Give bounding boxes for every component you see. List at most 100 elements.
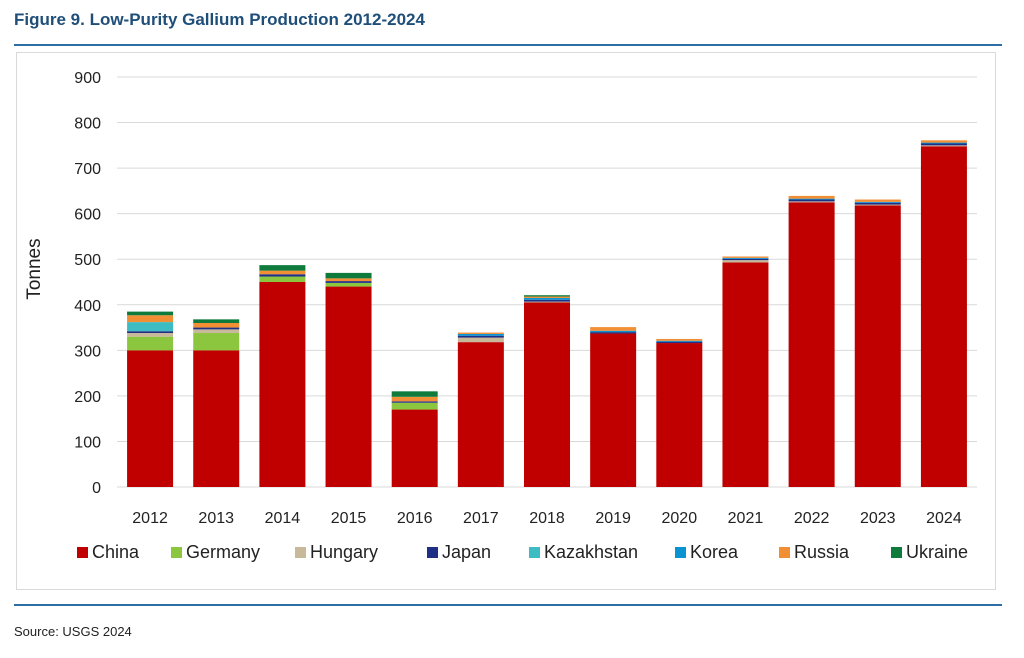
x-tick-label: 2016 xyxy=(397,510,433,527)
bar-segment-ukraine xyxy=(524,295,570,297)
y-tick-label: 200 xyxy=(74,389,101,406)
bar-segment-japan xyxy=(722,258,769,261)
bar-segment-china xyxy=(259,282,306,487)
y-tick-label: 700 xyxy=(74,161,101,178)
x-tick-label: 2014 xyxy=(265,510,301,527)
y-tick-label: 900 xyxy=(74,70,101,87)
legend-label-hungary: Hungary xyxy=(310,542,378,562)
chart-frame: 0 100 200 300 400 500 600 700 800 900 Tonnes 2012… xyxy=(16,52,996,590)
bar-segment-china xyxy=(193,350,240,487)
bar-segment-russia xyxy=(920,140,967,143)
bar-segment-ukraine xyxy=(193,319,240,323)
bar-segment-russia xyxy=(127,315,174,323)
legend: China Germany Hungary Japan Kazakhstan Korea R… xyxy=(77,542,968,562)
bar-segment-hungary xyxy=(127,333,174,337)
bar-segment-korea xyxy=(590,330,637,333)
x-tick-label: 2017 xyxy=(463,510,499,527)
bar-segment-japan xyxy=(259,274,306,277)
legend-label-japan: Japan xyxy=(442,542,491,562)
bar-segment-china xyxy=(524,302,570,487)
bar-segment-russia xyxy=(457,332,504,334)
bar-segment-korea xyxy=(524,297,570,300)
bar-segment-kazakhstan xyxy=(127,322,174,332)
bar-segment-russia xyxy=(854,199,901,202)
bar-segment-china xyxy=(920,146,967,487)
source-note: Source: USGS 2024 xyxy=(14,624,132,639)
bar-segment-korea xyxy=(788,198,835,200)
bar-segment-germany xyxy=(391,402,438,410)
bar-segment-japan xyxy=(524,299,570,302)
bar-segment-hungary xyxy=(457,337,504,343)
bar-segment-ukraine xyxy=(259,265,306,271)
bar-segment-germany xyxy=(127,336,174,351)
x-tick-label: 2013 xyxy=(198,510,234,527)
bar-segment-germany xyxy=(259,276,306,282)
x-tick-label: 2019 xyxy=(595,510,631,527)
bar-segment-japan xyxy=(193,327,240,330)
figure-title: Figure 9. Low-Purity Gallium Production … xyxy=(14,10,425,29)
bar-segment-russia xyxy=(391,396,438,402)
bar-segment-china xyxy=(457,342,504,487)
bar-segment-japan xyxy=(457,335,504,338)
bar-segment-russia xyxy=(788,195,835,199)
bar-segment-china xyxy=(788,202,835,487)
legend-swatch-china xyxy=(77,547,88,558)
bar-segment-korea xyxy=(854,201,901,203)
y-tick-label: 600 xyxy=(74,207,101,224)
bar-segment-germany xyxy=(325,282,372,287)
bar-segment-hungary xyxy=(854,204,901,206)
bar-segment-japan xyxy=(656,341,703,344)
bar-segment-russia xyxy=(325,278,372,282)
bar-segment-germany xyxy=(193,333,240,351)
top-rule xyxy=(14,44,1002,46)
bar-segment-korea xyxy=(920,142,967,144)
bar-segment-japan xyxy=(127,331,174,334)
bar-segment-hungary xyxy=(524,301,570,303)
legend-label-korea: Korea xyxy=(690,542,739,562)
legend-label-kazakhstan: Kazakhstan xyxy=(544,542,638,562)
x-tick-label: 2015 xyxy=(331,510,367,527)
bar-segment-china xyxy=(854,205,901,487)
bar-segment-russia xyxy=(259,270,306,275)
y-tick-label: 300 xyxy=(74,343,101,360)
bar-segment-hungary xyxy=(193,329,240,334)
bar-segment-japan xyxy=(391,401,438,403)
bar-segment-japan xyxy=(854,202,901,205)
legend-swatch-japan xyxy=(427,547,438,558)
bar-segment-hungary xyxy=(722,260,769,263)
bar-segment-korea xyxy=(722,257,769,259)
bars xyxy=(127,140,967,487)
bar-segment-china xyxy=(590,333,637,487)
legend-label-ukraine: Ukraine xyxy=(906,542,968,562)
bar-segment-ukraine xyxy=(127,311,174,316)
bar-segment-china xyxy=(656,343,703,487)
legend-label-russia: Russia xyxy=(794,542,850,562)
y-tick-label: 800 xyxy=(74,116,101,133)
bar-segment-china xyxy=(722,262,769,487)
bar-segment-china xyxy=(391,409,438,487)
legend-swatch-korea xyxy=(675,547,686,558)
x-tick-label: 2024 xyxy=(926,510,962,527)
bar-segment-ukraine xyxy=(325,272,372,279)
legend-swatch-germany xyxy=(171,547,182,558)
bar-segment-japan xyxy=(325,281,372,283)
legend-swatch-hungary xyxy=(295,547,306,558)
bar-segment-japan xyxy=(788,199,835,202)
x-tick-label: 2023 xyxy=(860,510,896,527)
y-tick-label: 500 xyxy=(74,252,101,269)
bar-segment-korea xyxy=(457,333,504,336)
bar-segment-russia xyxy=(524,296,570,298)
bar-segment-japan xyxy=(920,143,967,146)
bottom-rule xyxy=(14,604,1002,606)
y-tick-label: 0 xyxy=(92,480,101,497)
x-tick-label: 2020 xyxy=(662,510,698,527)
bar-segment-russia xyxy=(722,256,769,258)
bar-segment-russia xyxy=(590,327,637,331)
y-tick-label: 100 xyxy=(74,434,101,451)
bar-segment-hungary xyxy=(920,145,967,147)
legend-swatch-ukraine xyxy=(891,547,902,558)
bar-segment-china xyxy=(325,286,372,487)
bar-segment-hungary xyxy=(788,201,835,203)
bar-segment-korea xyxy=(656,340,703,342)
bar-segment-russia xyxy=(193,323,240,328)
